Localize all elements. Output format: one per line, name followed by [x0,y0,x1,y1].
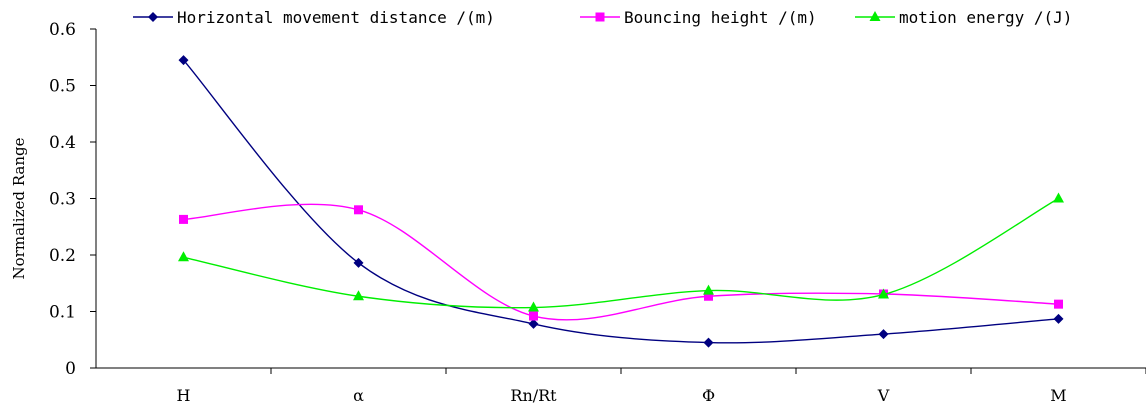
legend-marker [148,12,158,22]
y-axis-title: Normalized Range [10,137,28,279]
x-category-label: α [353,386,364,405]
data-point [704,291,713,301]
data-point [703,284,714,295]
x-category-label: Rn/Rt [510,386,557,405]
data-point [353,257,364,268]
series-2 [179,203,1063,321]
data-point [703,337,714,348]
data-point [878,288,889,299]
legend-label: Bouncing height /(m) [624,8,817,27]
y-tick-label: 0.5 [49,77,76,97]
series-line [182,59,1059,344]
legend-label: motion energy /(J) [899,8,1072,27]
y-tick-label: 0.3 [49,190,76,210]
legend-marker [595,12,605,22]
legend-marker [869,11,881,21]
data-point [1053,192,1064,203]
series-line [183,203,1059,321]
data-point [179,214,188,224]
axes [95,29,1146,374]
x-category-label: M [1050,386,1066,405]
data-point [353,290,364,301]
legend: Horizontal movement distance /(m) Bouncin… [133,8,1072,27]
data-point [529,311,538,321]
x-category-label: Φ [702,386,715,405]
data-point [178,251,189,262]
data-point [528,318,539,329]
legend-item: Bouncing height /(m) [580,8,817,27]
y-tick-label: 0.1 [49,303,76,323]
data-point [528,301,539,312]
y-tick-label: 0 [65,359,76,379]
data-point [878,329,889,340]
data-point [354,205,363,215]
data-point [1053,313,1064,324]
data-point [178,55,189,66]
series-1 [178,55,1064,348]
y-tick-label: 0.6 [49,20,76,40]
legend-item: Horizontal movement distance /(m) [133,8,495,27]
series-lines [178,55,1064,348]
y-axis-ticks: 0 0.1 0.2 0.3 0.4 0.5 0.6 [49,20,96,379]
y-tick-label: 0.4 [49,133,76,153]
series-3 [178,192,1064,312]
x-category-label: V [877,386,890,405]
legend-label: Horizontal movement distance /(m) [177,8,495,27]
y-tick-label: 0.2 [49,246,76,266]
series-line [183,197,1059,309]
legend-item: motion energy /(J) [855,8,1072,27]
data-point [1054,299,1063,309]
x-category-label: H [177,386,191,405]
